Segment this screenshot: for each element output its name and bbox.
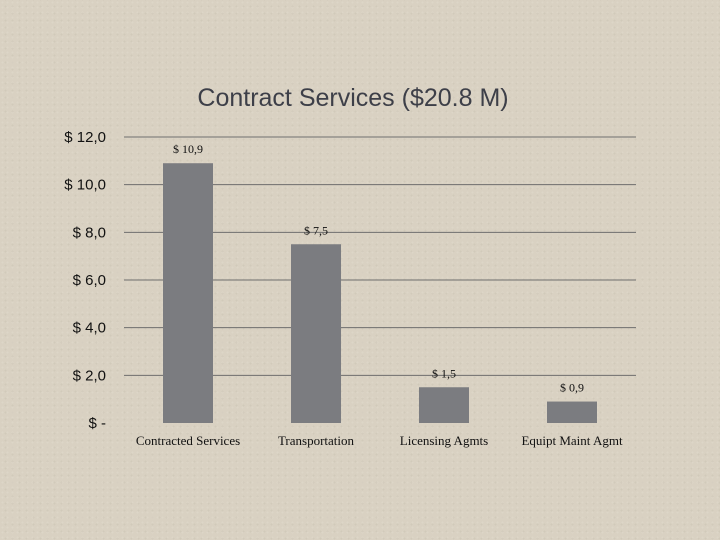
bar	[291, 244, 341, 423]
data-label: $ 0,9	[560, 381, 584, 395]
y-tick-label: $ 8,0	[73, 224, 106, 241]
x-tick-label: Equipt Maint Agmt	[521, 433, 623, 448]
bars	[163, 163, 597, 423]
chart-title: Contract Services ($20.8 M)	[197, 84, 509, 112]
data-label: $ 1,5	[432, 366, 456, 380]
y-tick-label: $ -	[88, 415, 106, 432]
data-label: $ 10,9	[173, 142, 203, 156]
y-tick-label: $ 12,0	[64, 129, 106, 146]
bar	[419, 387, 469, 423]
x-tick-label: Licensing Agmts	[400, 433, 488, 448]
y-tick-label: $ 6,0	[73, 272, 106, 289]
bar	[163, 163, 213, 423]
y-tick-label: $ 10,0	[64, 177, 106, 194]
x-tick-label: Contracted Services	[136, 433, 240, 448]
x-tick-label: Transportation	[278, 433, 355, 448]
data-label: $ 7,5	[304, 223, 328, 237]
bar	[547, 401, 597, 423]
y-tick-label: $ 4,0	[73, 320, 106, 337]
y-tick-label: $ 2,0	[73, 367, 106, 384]
labels: $ - $ 2,0 $ 4,0 $ 6,0 $ 8,0 $ 10,0 $ 12,0 $ 10,…	[64, 129, 623, 448]
